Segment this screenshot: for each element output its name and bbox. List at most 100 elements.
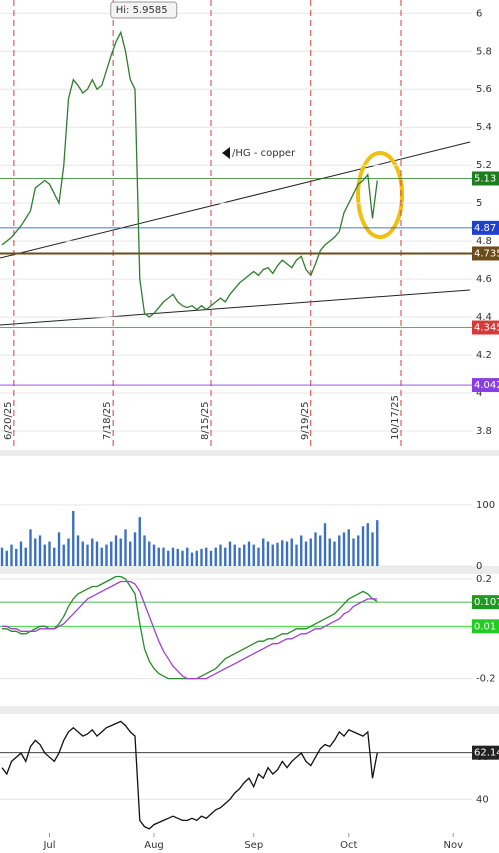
bar: [300, 535, 303, 566]
bar: [81, 541, 84, 566]
y-tick-label: -0.2: [476, 674, 496, 685]
bar: [86, 544, 89, 566]
bar: [195, 550, 198, 566]
bar: [243, 544, 246, 566]
price-label-box: [472, 220, 499, 235]
bar: [133, 532, 137, 566]
bar: [214, 547, 217, 566]
price-label-box: [472, 595, 499, 610]
bar: [238, 547, 241, 566]
bar: [91, 538, 94, 566]
bar: [328, 538, 331, 566]
annotation-arrow: [222, 147, 230, 159]
bar: [262, 538, 265, 566]
bar: [271, 544, 274, 566]
trend-line: [0, 141, 471, 259]
date-label: 6/20/25: [3, 401, 14, 440]
bar: [352, 538, 355, 566]
annotation-box: [110, 1, 178, 19]
bar: [129, 541, 132, 566]
bar: [15, 548, 18, 566]
price-label: 62.14: [474, 748, 499, 759]
bar: [285, 541, 289, 566]
bar: [361, 526, 365, 566]
bar: [10, 544, 13, 566]
bar: [309, 538, 312, 566]
bar: [43, 544, 46, 566]
y-tick-label: 6: [476, 8, 482, 19]
y-tick-label: 4.6: [476, 274, 492, 285]
bar: [247, 541, 251, 566]
bar: [342, 532, 346, 566]
price-label-box: [472, 619, 499, 634]
bar: [190, 552, 194, 566]
bar: [366, 523, 369, 566]
bar: [138, 517, 141, 566]
bar: [34, 538, 37, 566]
bar: [257, 547, 260, 566]
price-label-box: [472, 378, 499, 393]
bar: [143, 535, 146, 566]
bar: [24, 547, 27, 566]
y-tick-label: 4.4: [476, 312, 492, 323]
bar: [276, 542, 279, 566]
y-tick-label: 4.8: [476, 236, 492, 247]
bar: [219, 544, 222, 566]
bar: [186, 547, 189, 566]
bar: [290, 538, 293, 566]
bar: [228, 541, 232, 566]
bar: [295, 544, 298, 566]
bar: [95, 541, 99, 566]
bar: [152, 544, 156, 566]
bar: [371, 532, 374, 566]
date-label: 9/19/25: [300, 401, 311, 440]
bar: [323, 523, 327, 566]
y-tick-label: 5.6: [476, 84, 492, 95]
bar: [304, 541, 308, 566]
price-label-box: [472, 171, 499, 186]
panel-separator: [0, 450, 499, 456]
bar: [119, 538, 122, 566]
x-tick-label: Sep: [244, 840, 263, 851]
bar: [281, 540, 284, 566]
bar: [209, 550, 213, 566]
price-label-box: [472, 246, 499, 261]
annotation: Hi: 5.9585: [116, 5, 168, 16]
x-tick-label: Jul: [42, 840, 55, 851]
y-tick-label: 5: [476, 198, 482, 209]
date-label: 10/17/25: [390, 395, 401, 440]
price-label: 4.87: [474, 223, 496, 234]
bar: [252, 544, 255, 566]
bar: [76, 535, 80, 566]
bar: [333, 541, 336, 566]
bar: [72, 511, 75, 566]
bar: [0, 547, 4, 566]
series-line: [1, 30, 378, 318]
bar: [124, 529, 127, 566]
highlight-ellipse: [356, 151, 404, 239]
y-tick-label: 4: [476, 388, 482, 399]
bar: [347, 529, 350, 566]
bar: [38, 535, 42, 566]
bar: [167, 550, 170, 566]
bar: [67, 538, 70, 566]
bar: [176, 548, 179, 566]
bar: [53, 547, 56, 566]
bar: [314, 532, 317, 566]
bar: [205, 547, 208, 566]
bar: [29, 529, 32, 566]
panel-separator: [0, 566, 499, 574]
y-tick-label: 5.4: [476, 122, 492, 133]
bar: [162, 547, 165, 566]
y-tick-label: 4.2: [476, 350, 492, 361]
price-label: 4.735: [474, 248, 499, 259]
bar: [110, 541, 113, 566]
bar: [157, 547, 160, 566]
price-label-box: [472, 320, 499, 335]
x-tick-label: Oct: [340, 840, 357, 851]
bar: [62, 544, 65, 566]
y-tick-label: 100: [476, 500, 495, 511]
bar: [200, 548, 203, 566]
bar: [19, 541, 23, 566]
